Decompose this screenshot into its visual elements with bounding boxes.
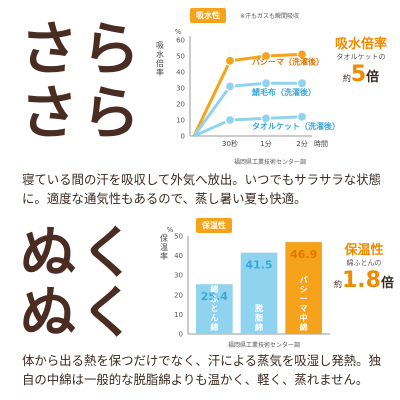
y-axis-label: 率 bbox=[160, 251, 168, 261]
bar-category-label: と bbox=[210, 304, 218, 313]
bar-category-label: ん bbox=[210, 314, 218, 323]
bar-category-label: 綿 bbox=[300, 322, 308, 332]
y-tick-label: 50 bbox=[176, 53, 185, 61]
y-tick-label: 60 bbox=[176, 37, 185, 45]
data-point bbox=[296, 111, 308, 122]
x-tick-label: 1分 bbox=[260, 139, 271, 148]
y-axis-label: 率 bbox=[156, 67, 164, 77]
bar-value-label: 25.4 bbox=[201, 290, 228, 303]
bar-value-label: 41.5 bbox=[245, 259, 272, 272]
bar-category-label: マ bbox=[300, 304, 308, 313]
data-point bbox=[296, 49, 308, 60]
x-tick-label: 2分 bbox=[296, 139, 307, 148]
y-tick-label: 10 bbox=[174, 311, 183, 319]
warmth-caption: 体から出る熱を保つだけでなく、汗による蒸気を吸湿し発熱。独自の中綿は一般的な脱脂… bbox=[22, 353, 381, 387]
y-axis-label: 保 bbox=[160, 233, 168, 243]
absorbency-callout-value: 約5倍 bbox=[325, 62, 397, 87]
y-tick-label: 30 bbox=[176, 85, 185, 93]
data-point bbox=[224, 55, 236, 66]
bar-category-label: 脱 bbox=[255, 303, 263, 313]
warmth-callout-value: 約1.8倍 bbox=[333, 268, 395, 293]
series-line bbox=[193, 115, 303, 138]
y-axis-label: 温 bbox=[160, 243, 168, 252]
absorbency-callout-number: 5 bbox=[350, 62, 367, 87]
headline-sara-1: さら bbox=[20, 15, 145, 83]
absorbency-caption: 寝ている間の汗を吸収して外気へ放出。いつでもサラサラな状態に。適度な通気性もある… bbox=[22, 172, 381, 206]
y-axis-label: 吸 bbox=[156, 41, 164, 50]
data-point bbox=[260, 78, 272, 89]
absorbency-callout-title: 吸水倍率 bbox=[334, 37, 387, 52]
headline-nuku-1: ぬく bbox=[20, 221, 140, 286]
bar-category-label: 脂 bbox=[254, 313, 263, 323]
series-label: タオルケット（洗濯後） bbox=[252, 121, 340, 131]
y-tick-label: 0 bbox=[179, 331, 183, 339]
series-line bbox=[192, 52, 303, 137]
warmth-callout: 保温性 綿ふとんの 約1.8倍 bbox=[333, 239, 395, 293]
data-point bbox=[260, 50, 272, 62]
warmth-callout-suffix: 倍 bbox=[380, 276, 394, 291]
series-label: パシーマ（洗濯後） bbox=[252, 56, 324, 66]
y-tick-label: 40 bbox=[176, 69, 185, 77]
absorbency-attribution: 福岡県工業技術センター調 bbox=[234, 159, 307, 166]
warmth-callout-title: 保温性 bbox=[344, 243, 384, 258]
y-unit-label: % bbox=[175, 28, 182, 36]
y-tick-label: 30 bbox=[174, 272, 183, 280]
y-tick-label: 50 bbox=[174, 233, 183, 241]
headline-nuku-2: ぬく bbox=[20, 281, 140, 346]
bar-category-label: 綿 bbox=[255, 322, 263, 332]
series-line bbox=[192, 81, 302, 137]
y-tick-label: 20 bbox=[176, 101, 185, 109]
headline-sara-2: さら bbox=[20, 79, 145, 147]
warmth-callout-number: 1.8 bbox=[342, 268, 381, 293]
bar-category-label: シ bbox=[300, 285, 308, 294]
bar-category-label: 中 bbox=[300, 313, 308, 323]
data-point bbox=[296, 78, 308, 89]
absorbency-callout: 吸水倍率 タオルケットの 約5倍 bbox=[325, 33, 397, 87]
bar-value-label: 46.9 bbox=[290, 248, 317, 261]
absorbency-note: ※汗もガスも瞬間吸収 bbox=[240, 13, 300, 20]
absorbency-callout-sub: タオルケットの bbox=[336, 53, 386, 61]
absorbency-callout-prefix: 約 bbox=[342, 74, 351, 83]
data-point bbox=[224, 114, 236, 126]
bar-category-label: ー bbox=[300, 295, 308, 304]
y-tick-label: 0 bbox=[181, 133, 185, 141]
absorbency-tag: 吸水性 bbox=[190, 8, 226, 23]
warmth-tag: 保温性 bbox=[196, 218, 232, 233]
bar bbox=[196, 284, 233, 334]
x-tick-label: 30秒 bbox=[222, 139, 238, 148]
y-axis-label: 水 bbox=[156, 49, 164, 59]
bar bbox=[285, 242, 322, 334]
warmth-callout-prefix: 約 bbox=[334, 280, 342, 289]
data-point bbox=[260, 113, 272, 124]
y-axis-label: 倍 bbox=[156, 58, 164, 68]
absorbency-line-chart: 0 10 20 30 40 50 60% 吸水倍率 30秒 1分 2分 時間 パシーマ（洗濯後） 鯖毛布（… bbox=[156, 28, 340, 148]
bar-category-label: パ bbox=[300, 275, 308, 285]
bar-category-label: 綿 bbox=[210, 284, 218, 294]
data-point bbox=[224, 81, 236, 92]
y-tick-label: 40 bbox=[174, 252, 183, 260]
y-unit-label: % bbox=[167, 226, 174, 234]
warmth-callout-sub: 綿ふとんの bbox=[346, 259, 382, 267]
absorbency-callout-suffix: 倍 bbox=[366, 70, 380, 85]
y-tick-label: 20 bbox=[174, 291, 183, 299]
y-tick-label: 10 bbox=[176, 117, 185, 125]
series-label: 鯖毛布（洗濯後） bbox=[251, 87, 316, 97]
bar-category-label: ふ bbox=[210, 295, 218, 304]
bar-category-label: 綿 bbox=[210, 322, 218, 332]
x-unit-label: 時間 bbox=[314, 140, 328, 148]
bar bbox=[240, 252, 278, 334]
warmth-attribution: 福岡県工業技術センター調 bbox=[228, 342, 301, 349]
